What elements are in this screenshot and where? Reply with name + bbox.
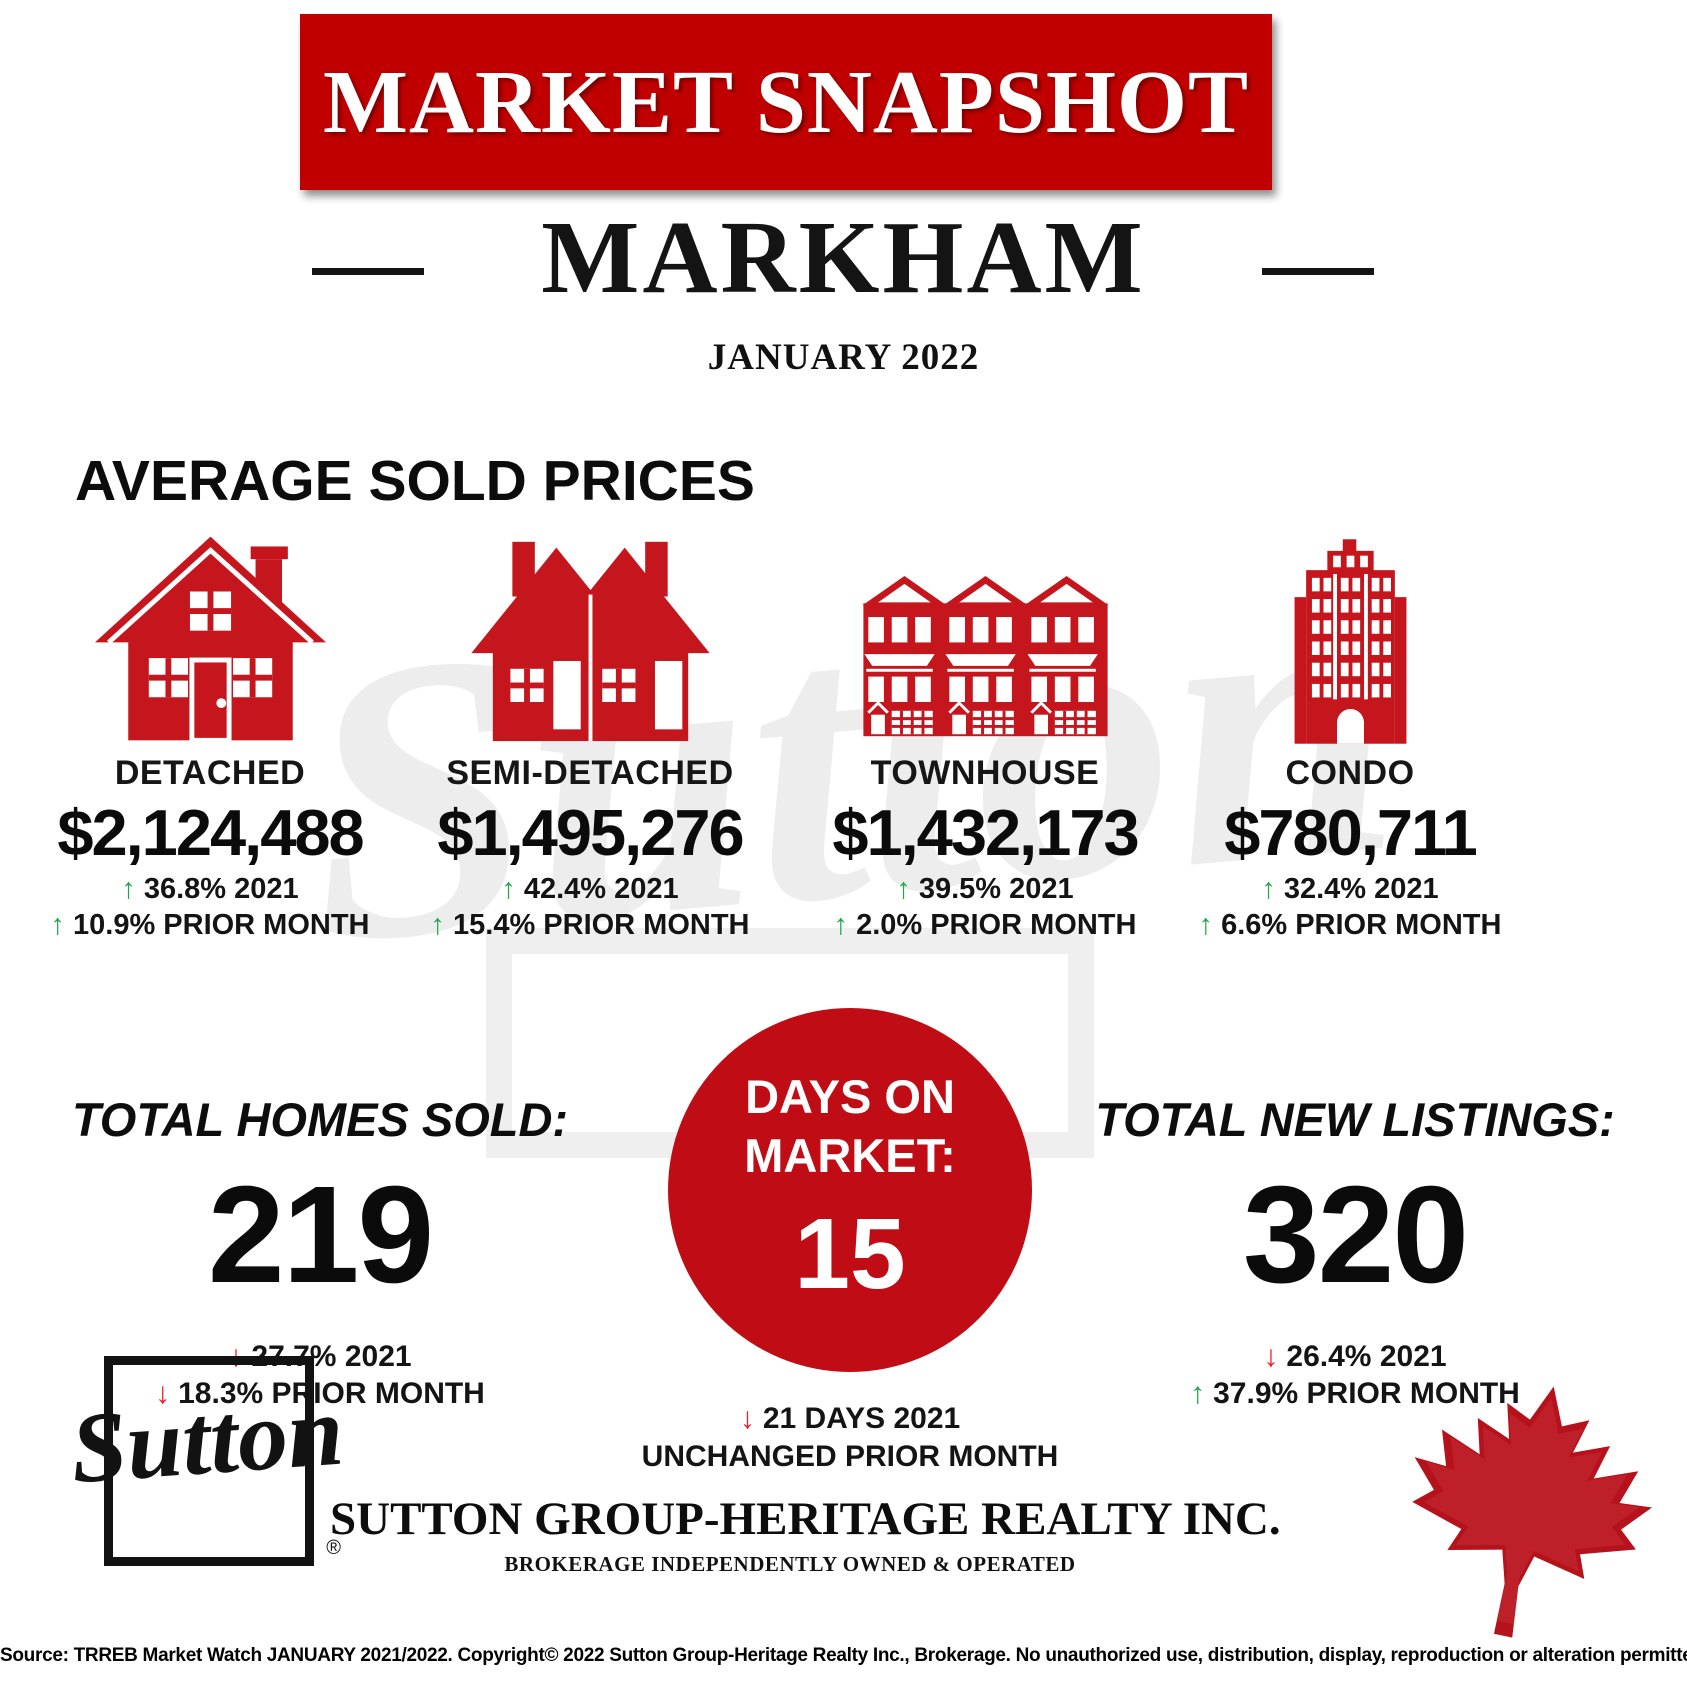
- sutton-logo: Sutton ®: [67, 1338, 347, 1568]
- sutton-logo-square: [104, 1356, 314, 1566]
- yoy-change: ↑ 36.8% 2021: [121, 873, 299, 905]
- brokerage-tagline: BROKERAGE INDEPENDENTLY OWNED & OPERATED: [504, 1552, 1076, 1576]
- property-card-detached: DETACHED $2,124,488 ↑ 36.8% 2021 ↑ 10.9% P…: [25, 532, 395, 942]
- yoy-change: ↓ 26.4% 2021: [1263, 1339, 1447, 1373]
- property-price: $1,495,276: [437, 796, 744, 869]
- property-price: $780,711: [1224, 796, 1478, 869]
- maple-leaf-icon: [1356, 1345, 1687, 1679]
- condo-building-icon: [1165, 532, 1535, 744]
- banner-title: MARKET SNAPSHOT: [323, 52, 1249, 152]
- up-arrow-icon: ↑: [1190, 1376, 1206, 1410]
- days-on-market-label: DAYS ON MARKET:: [744, 1069, 956, 1182]
- sutton-logo-script: Sutton: [67, 1374, 347, 1505]
- company-name: SUTTON GROUP-HERITAGE REALTY INC.: [330, 1493, 1281, 1545]
- up-arrow-icon: ↑: [50, 909, 66, 941]
- property-type-label: DETACHED: [114, 754, 306, 792]
- days-on-market-changes: ↓ 21 DAYS 2021 UNCHANGED PRIOR MONTH: [590, 1398, 1110, 1474]
- detached-house-icon: [25, 532, 395, 744]
- total-new-listings-value: 320: [1242, 1158, 1469, 1312]
- registered-trademark-symbol: ®: [326, 1537, 341, 1559]
- source-line: Source: TRREB Market Watch JANUARY 2021/…: [0, 1645, 1687, 1666]
- banner: MARKET SNAPSHOT: [300, 14, 1272, 190]
- yoy-change: ↓ 21 DAYS 2021: [739, 1402, 961, 1435]
- mom-change: ↓ 18.3% PRIOR MONTH: [155, 1376, 485, 1410]
- property-type-label: SEMI-DETACHED: [446, 754, 734, 792]
- down-arrow-icon: ↓: [739, 1402, 755, 1435]
- up-arrow-icon: ↑: [121, 873, 136, 905]
- page-title: MARKHAM: [541, 200, 1146, 315]
- property-type-label: CONDO: [1285, 754, 1415, 792]
- title-dash-left: [312, 268, 424, 275]
- title-dash-right: [1262, 268, 1374, 275]
- semi-detached-house-icon: [405, 532, 775, 744]
- property-type-label: TOWNHOUSE: [870, 754, 1100, 792]
- total-homes-sold-value: 219: [207, 1158, 434, 1312]
- yoy-change: ↑ 32.4% 2021: [1261, 873, 1439, 905]
- total-homes-sold-label: TOTAL HOMES SOLD:: [71, 1093, 569, 1146]
- total-new-listings-changes: ↓ 26.4% 2021 ↑ 37.9% PRIOR MONTH: [1075, 1340, 1635, 1411]
- mom-change: ↑ 10.9% PRIOR MONTH: [50, 909, 370, 941]
- city-title-row: MARKHAM: [0, 198, 1687, 317]
- mom-change: ↑ 6.6% PRIOR MONTH: [1198, 909, 1502, 941]
- mom-change: ↑ 2.0% PRIOR MONTH: [833, 909, 1137, 941]
- section-title-average-sold-prices: AVERAGE SOLD PRICES: [75, 449, 755, 513]
- up-arrow-icon: ↑: [1261, 873, 1276, 905]
- property-price: $1,432,173: [832, 796, 1139, 869]
- mom-change: ↑ 37.9% PRIOR MONTH: [1190, 1376, 1520, 1410]
- company-block: SUTTON GROUP-HERITAGE REALTY INC. BROKER…: [330, 1492, 1281, 1577]
- property-card-townhouse: TOWNHOUSE $1,432,173 ↑ 39.5% 2021 ↑ 2.0% P…: [800, 532, 1170, 942]
- report-date: JANUARY 2022: [707, 337, 980, 378]
- total-homes-sold-changes: ↓ 27.7% 2021 ↓ 18.3% PRIOR MONTH: [55, 1340, 585, 1411]
- up-arrow-icon: ↑: [833, 909, 849, 941]
- mom-change: ↑ 15.4% PRIOR MONTH: [430, 909, 750, 941]
- yoy-change: ↑ 39.5% 2021: [896, 873, 1074, 905]
- property-card-semi-detached: SEMI-DETACHED $1,495,276 ↑ 42.4% 2021 ↑ 15…: [405, 532, 775, 942]
- townhouse-row-icon: [800, 532, 1170, 744]
- total-new-listings-block: TOTAL NEW LISTINGS: 320 ↓ 26.4% 2021 ↑ 37.…: [1075, 1092, 1635, 1411]
- up-arrow-icon: ↑: [501, 873, 516, 905]
- down-arrow-icon: ↓: [155, 1376, 171, 1410]
- yoy-change: ↑ 42.4% 2021: [501, 873, 679, 905]
- up-arrow-icon: ↑: [1198, 909, 1214, 941]
- up-arrow-icon: ↑: [430, 909, 446, 941]
- days-on-market-circle: DAYS ON MARKET: 15: [668, 1008, 1032, 1372]
- up-arrow-icon: ↑: [896, 873, 911, 905]
- property-card-condo: CONDO $780,711 ↑ 32.4% 2021 ↑ 6.6% PRIOR M…: [1165, 532, 1535, 942]
- days-on-market-value: 15: [794, 1198, 906, 1311]
- down-arrow-icon: ↓: [1263, 1339, 1279, 1373]
- total-homes-sold-block: TOTAL HOMES SOLD: 219 ↓ 27.7% 2021 ↓ 18.3%…: [55, 1092, 585, 1411]
- mom-change: UNCHANGED PRIOR MONTH: [641, 1440, 1059, 1473]
- total-new-listings-label: TOTAL NEW LISTINGS:: [1095, 1093, 1615, 1146]
- property-price: $2,124,488: [57, 796, 364, 869]
